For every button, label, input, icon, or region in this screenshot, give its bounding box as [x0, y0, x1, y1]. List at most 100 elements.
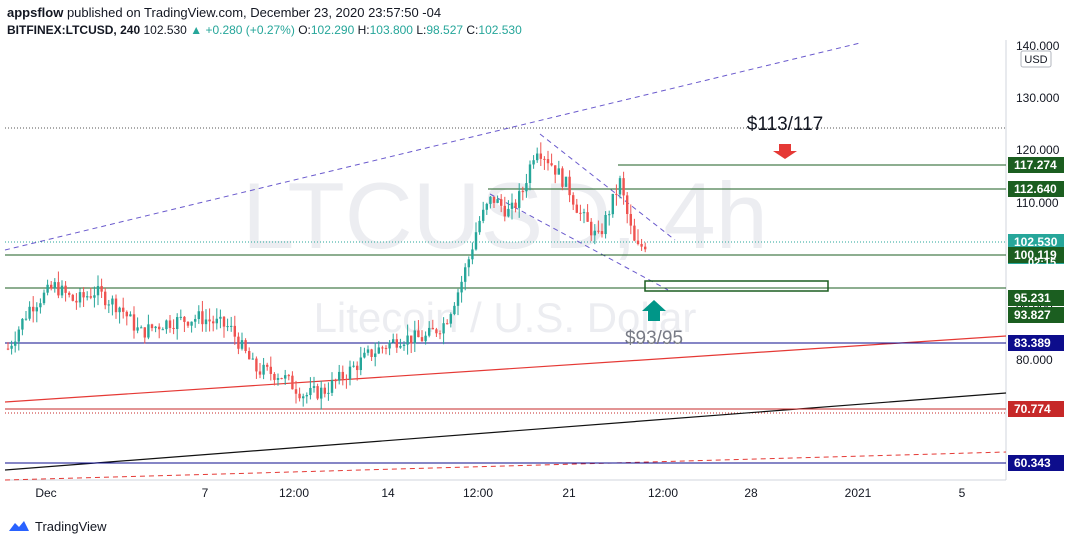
price-label-box	[1008, 455, 1064, 471]
price-label-box	[1008, 247, 1064, 263]
candle-body	[111, 298, 114, 305]
price-label: 70.774	[1014, 402, 1051, 416]
candle-body	[316, 386, 319, 399]
candle-body	[604, 215, 607, 235]
last-price: 102.530	[143, 23, 187, 37]
candle-body	[507, 208, 510, 217]
candle-body	[539, 153, 542, 159]
x-tick-label: 7	[202, 486, 209, 500]
y-tick-label: 110.000	[1016, 196, 1059, 210]
candle-body	[514, 202, 517, 208]
candle-body	[460, 281, 463, 293]
candle-body	[204, 319, 208, 325]
candle-body	[359, 357, 362, 371]
candle-body	[500, 199, 503, 206]
price-label-box	[1008, 181, 1064, 197]
candle-body	[431, 327, 434, 330]
candle-body	[122, 307, 125, 312]
symbol-label[interactable]: BITFINEX:LTCUSD, 240	[7, 23, 141, 37]
candle-body	[168, 320, 172, 328]
candle-body	[608, 214, 611, 216]
candle-body	[255, 358, 258, 372]
publisher-name[interactable]: appsflow	[7, 5, 64, 20]
candle-body	[14, 341, 17, 346]
candle-body	[284, 375, 287, 379]
candle-body	[528, 164, 532, 184]
candle-body	[579, 212, 582, 214]
candles	[6, 142, 647, 410]
candle-body	[100, 285, 103, 292]
red-trend-line	[4, 335, 1007, 403]
candle-body	[251, 358, 254, 360]
candle-body	[424, 335, 427, 342]
candle-body	[82, 292, 85, 298]
currency-box[interactable]	[1020, 50, 1052, 68]
high-label: H:	[357, 23, 370, 37]
candle-body	[334, 380, 337, 382]
price-label: 100.119	[1014, 248, 1057, 262]
candle-body	[233, 325, 236, 337]
low-value: 98.527	[426, 23, 464, 37]
candle-body	[374, 353, 377, 357]
candle-body	[230, 325, 233, 327]
candle-body	[442, 323, 445, 334]
candle-body	[377, 347, 380, 354]
candle-body	[222, 316, 226, 327]
candle-body	[57, 282, 60, 296]
x-tick-label: 5	[959, 486, 966, 500]
candle-body	[287, 375, 290, 377]
candle-body	[640, 244, 643, 247]
candle-body	[323, 387, 326, 394]
x-tick-label: 28	[744, 486, 758, 500]
candle-body	[75, 300, 78, 303]
candle-body	[492, 196, 496, 203]
candle-body	[402, 344, 406, 346]
candle-body	[312, 386, 316, 388]
target-annotation: $113/117	[747, 114, 823, 135]
candle-body	[215, 318, 218, 324]
candle-body	[190, 321, 193, 326]
price-label-box	[1008, 307, 1064, 323]
y-tick-label: 120.000	[1016, 143, 1060, 157]
candle-body	[575, 204, 578, 213]
candle-body	[388, 342, 391, 349]
candle-body	[557, 168, 560, 175]
tradingview-logo-icon[interactable]	[7, 519, 31, 533]
candle-body	[435, 329, 438, 334]
candle-body	[518, 191, 521, 208]
change-value: +0.280 (+0.27%)	[205, 23, 295, 37]
publish-line: appsflow published on TradingView.com, D…	[7, 4, 1007, 22]
candle-body	[280, 378, 283, 380]
candle-body	[370, 349, 373, 357]
candle-body	[536, 153, 539, 161]
candle-body	[32, 306, 35, 312]
price-label-box	[1008, 401, 1064, 417]
candle-body	[320, 387, 323, 399]
candle-body	[546, 159, 550, 164]
candle-body	[348, 366, 352, 380]
open-label: O:	[298, 23, 311, 37]
candle-body	[165, 320, 168, 330]
candle-body	[525, 183, 528, 192]
candle-body	[467, 259, 470, 268]
candle-body	[453, 305, 456, 315]
x-tick-label: 21	[562, 486, 576, 500]
x-tick-label: 2021	[845, 486, 872, 500]
countdown-label: 02:15	[1028, 257, 1056, 269]
candle-body	[561, 168, 564, 187]
candle-body	[258, 371, 262, 375]
candle-body	[356, 365, 359, 371]
candle-body	[629, 214, 632, 226]
channel-upper-line	[4, 42, 861, 251]
y-tick-label: 80.000	[1016, 353, 1053, 367]
candle-body	[28, 306, 31, 319]
target-zone-box[interactable]	[644, 280, 829, 292]
candle-body	[114, 298, 118, 313]
tradingview-brand[interactable]: TradingView	[35, 518, 107, 534]
candle-body	[345, 378, 348, 380]
candle-body	[395, 339, 398, 348]
candle-body	[554, 165, 557, 175]
black-trend-line	[4, 392, 1007, 471]
candle-body	[298, 393, 301, 399]
